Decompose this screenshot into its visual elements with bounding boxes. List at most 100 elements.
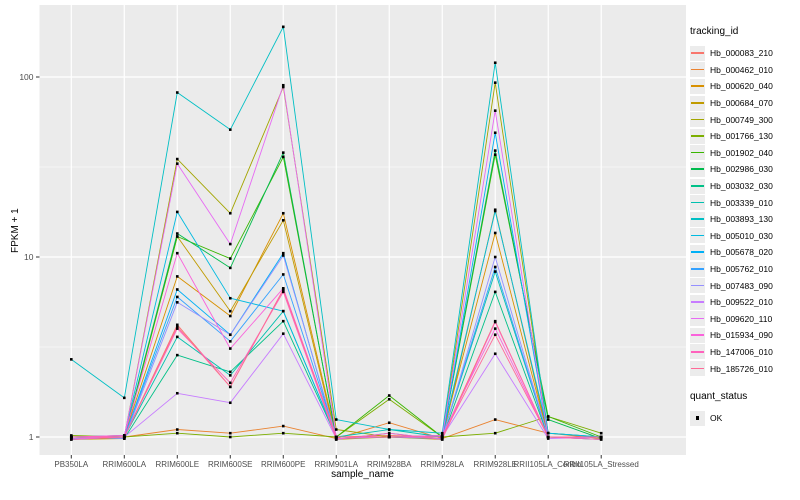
data-point — [387, 431, 391, 435]
legend-title-quant-status: quant_status — [690, 390, 748, 402]
legend-entry: Hb_005010_030 — [690, 228, 798, 245]
data-point — [175, 251, 179, 255]
plot-panel — [39, 5, 686, 455]
x-axis-title: sample_name — [331, 469, 394, 480]
legend-entry: Hb_001902_040 — [690, 145, 798, 162]
legend-key-swatch — [690, 195, 705, 211]
data-point — [175, 353, 179, 357]
legend-key-swatch — [690, 161, 705, 177]
legend-entry: Hb_000620_040 — [690, 78, 798, 95]
data-point — [122, 437, 126, 440]
legend-entry: Hb_001766_130 — [690, 128, 798, 145]
x-tick-label: RRIM600LA — [102, 460, 146, 469]
x-tick-label: RRII105LA_Stressed — [564, 460, 639, 469]
data-point — [228, 385, 232, 389]
data-point — [228, 128, 232, 131]
data-point — [175, 288, 179, 291]
data-point — [493, 209, 497, 213]
data-point — [175, 162, 179, 165]
data-point — [493, 320, 497, 324]
data-point — [281, 424, 285, 428]
legend-entry-label: Hb_001902_040 — [710, 147, 773, 158]
data-point — [228, 381, 232, 385]
data-point — [493, 352, 497, 356]
legend-entry: Hb_003032_030 — [690, 178, 798, 195]
legend-key-swatch — [690, 278, 705, 294]
legend-entry: Hb_003893_130 — [690, 211, 798, 228]
data-point — [546, 435, 550, 439]
data-point — [228, 211, 232, 215]
legend-key-swatch — [690, 178, 705, 194]
legend-entry: Hb_015934_090 — [690, 327, 798, 344]
legend: tracking_id Hb_000083_210 Hb_000462_010 Hb… — [690, 26, 798, 426]
data-point — [228, 374, 232, 377]
legend-key-swatch — [690, 211, 705, 227]
legend-entry: Hb_009522_010 — [690, 294, 798, 311]
legend-key-swatch — [690, 410, 705, 426]
legend-key-swatch — [690, 311, 705, 327]
data-point — [546, 437, 550, 440]
legend-entry-label: Hb_001766_130 — [710, 131, 773, 142]
data-point — [228, 340, 232, 343]
data-point — [281, 309, 285, 313]
legend-key-swatch — [690, 45, 705, 61]
data-point — [387, 397, 391, 401]
legend-key-line-icon — [691, 151, 704, 154]
legend-entry: Hb_002986_030 — [690, 161, 798, 178]
legend-entry: Hb_003339_010 — [690, 194, 798, 211]
legend-key-line-icon — [691, 68, 704, 71]
legend-key-swatch — [690, 261, 705, 277]
data-point — [493, 418, 497, 421]
data-point — [281, 273, 285, 276]
black-square-point-icon — [695, 416, 700, 420]
data-point — [281, 211, 285, 215]
legend-key-line-icon — [691, 85, 704, 88]
legend-entry-label: Hb_003893_130 — [710, 214, 773, 225]
data-point — [493, 255, 497, 259]
data-point — [440, 438, 444, 441]
data-point — [281, 288, 285, 291]
data-point — [281, 251, 285, 255]
legend-key-line-icon — [691, 367, 704, 370]
data-point — [281, 85, 285, 89]
legend-key-line-icon — [691, 301, 704, 303]
data-point — [599, 438, 603, 441]
data-point — [281, 83, 285, 87]
legend-key-line-icon — [691, 218, 704, 220]
legend-key-swatch — [690, 228, 705, 244]
legend-entry-label: Hb_007483_090 — [710, 280, 773, 291]
data-point — [175, 323, 179, 327]
legend-key-swatch — [690, 327, 705, 343]
data-point — [493, 327, 497, 330]
legend-key-swatch — [690, 145, 705, 161]
legend-key-swatch — [690, 128, 705, 144]
legend-entry-label: Hb_009620_110 — [710, 313, 773, 324]
data-point — [440, 434, 444, 437]
data-point — [281, 332, 285, 335]
legend-entry-label: Hb_000749_300 — [710, 114, 773, 125]
y-tick-label: 10 — [24, 252, 34, 262]
legend-key-swatch — [690, 95, 705, 111]
data-point — [228, 370, 232, 374]
data-point — [175, 325, 179, 328]
legend-entry-label: Hb_185726_010 — [710, 363, 773, 374]
legend-key-line-icon — [691, 52, 704, 54]
data-point — [228, 435, 232, 439]
x-tick-label: RRIM901LA — [314, 460, 358, 469]
legend-key-swatch — [690, 361, 705, 377]
legend-entry-label: Hb_147006_010 — [710, 346, 773, 357]
legend-key-swatch — [690, 62, 705, 78]
legend-entry-label: Hb_005010_030 — [710, 230, 773, 241]
data-point — [387, 421, 391, 425]
data-point — [387, 435, 391, 439]
data-point — [493, 231, 497, 235]
legend-key-line-icon — [691, 284, 704, 287]
quant-status-label: OK — [710, 413, 723, 424]
data-point — [69, 435, 73, 439]
data-point — [493, 290, 497, 294]
data-point — [175, 275, 179, 278]
legend-key-line-icon — [691, 251, 704, 254]
legend-entry-list: Hb_000083_210 Hb_000462_010 Hb_000620_040 H… — [690, 45, 798, 377]
